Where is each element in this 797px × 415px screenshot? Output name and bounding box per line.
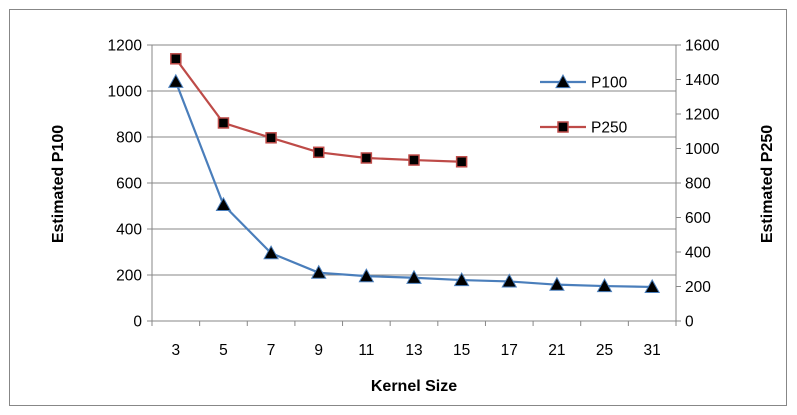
data-point-p250 bbox=[170, 53, 182, 65]
x-tick-label: 15 bbox=[453, 342, 470, 359]
series-line-p100 bbox=[174, 81, 653, 289]
left-y-axis-title: Estimated P100 bbox=[50, 125, 67, 243]
data-point-p250 bbox=[455, 156, 468, 168]
left-y-tick-label: 200 bbox=[116, 268, 142, 285]
series-p100 bbox=[167, 73, 661, 294]
data-point-p100 bbox=[215, 196, 232, 211]
left-y-tick-label: 1000 bbox=[108, 84, 143, 101]
right-y-tick-label: 0 bbox=[685, 314, 694, 331]
x-tick-label: 11 bbox=[358, 342, 374, 359]
x-tick-label: 7 bbox=[267, 342, 276, 359]
x-axis-title: Kernel Size bbox=[371, 378, 457, 395]
x-tick-label: 5 bbox=[219, 342, 228, 359]
legend-marker-p100 bbox=[555, 73, 571, 89]
gridlines bbox=[152, 44, 676, 276]
x-tick-label: 17 bbox=[501, 342, 518, 359]
legend-entry-p250: P250 bbox=[540, 120, 628, 137]
data-point-p100 bbox=[406, 269, 422, 284]
data-point-p100 bbox=[358, 268, 375, 283]
left-y-tick-label: 400 bbox=[116, 222, 142, 239]
x-tick-label: 13 bbox=[405, 342, 422, 359]
data-point-p100 bbox=[501, 273, 518, 288]
right-y-axis-title: Estimated P250 bbox=[759, 125, 776, 243]
data-point-p250 bbox=[217, 117, 230, 129]
data-point-p100 bbox=[549, 276, 565, 291]
x-tick-label: 21 bbox=[548, 342, 565, 359]
data-point-p100 bbox=[596, 278, 613, 293]
legend-label-p250: P250 bbox=[591, 120, 628, 137]
axes bbox=[147, 44, 681, 326]
legend-label-p100: P100 bbox=[591, 75, 628, 92]
data-point-p250 bbox=[408, 154, 420, 166]
legend-entry-p100: P100 bbox=[540, 73, 628, 92]
right-y-tick-label: 1000 bbox=[685, 141, 720, 158]
left-y-tick-label: 1200 bbox=[108, 38, 143, 55]
data-point-p250 bbox=[360, 152, 373, 164]
right-y-tick-label: 600 bbox=[685, 210, 711, 227]
legend: P100 P250 bbox=[540, 73, 628, 137]
x-tick-label: 31 bbox=[644, 342, 661, 359]
data-point-p100 bbox=[167, 73, 184, 88]
data-point-p100 bbox=[644, 278, 661, 294]
x-tick-label: 3 bbox=[172, 342, 181, 359]
right-y-tick-label: 1200 bbox=[685, 107, 720, 124]
right-y-tick-label: 1400 bbox=[685, 72, 720, 89]
data-point-p250 bbox=[265, 132, 277, 144]
data-point-p250 bbox=[312, 146, 325, 159]
left-y-tick-label: 800 bbox=[116, 130, 142, 147]
right-y-tick-label: 800 bbox=[685, 176, 711, 193]
x-tick-label: 9 bbox=[314, 342, 323, 359]
series-layer bbox=[167, 53, 661, 294]
series-line-p250 bbox=[174, 58, 462, 163]
left-y-tick-label: 600 bbox=[116, 176, 142, 193]
right-y-tick-label: 200 bbox=[685, 279, 711, 296]
chart-frame bbox=[9, 9, 787, 406]
tick-labels: 0 200 400 600 800 1000 1200 0 200 400 600 800 1000 12… bbox=[108, 38, 720, 360]
data-point-p100 bbox=[310, 264, 327, 279]
data-point-p100 bbox=[453, 272, 470, 287]
left-y-tick-label: 0 bbox=[133, 314, 142, 331]
series-p250 bbox=[170, 53, 468, 168]
right-y-tick-label: 1600 bbox=[685, 38, 720, 55]
right-y-tick-label: 400 bbox=[685, 245, 711, 262]
data-point-p100 bbox=[263, 245, 279, 260]
x-tick-label: 25 bbox=[596, 342, 613, 359]
legend-marker-p250 bbox=[557, 121, 569, 133]
